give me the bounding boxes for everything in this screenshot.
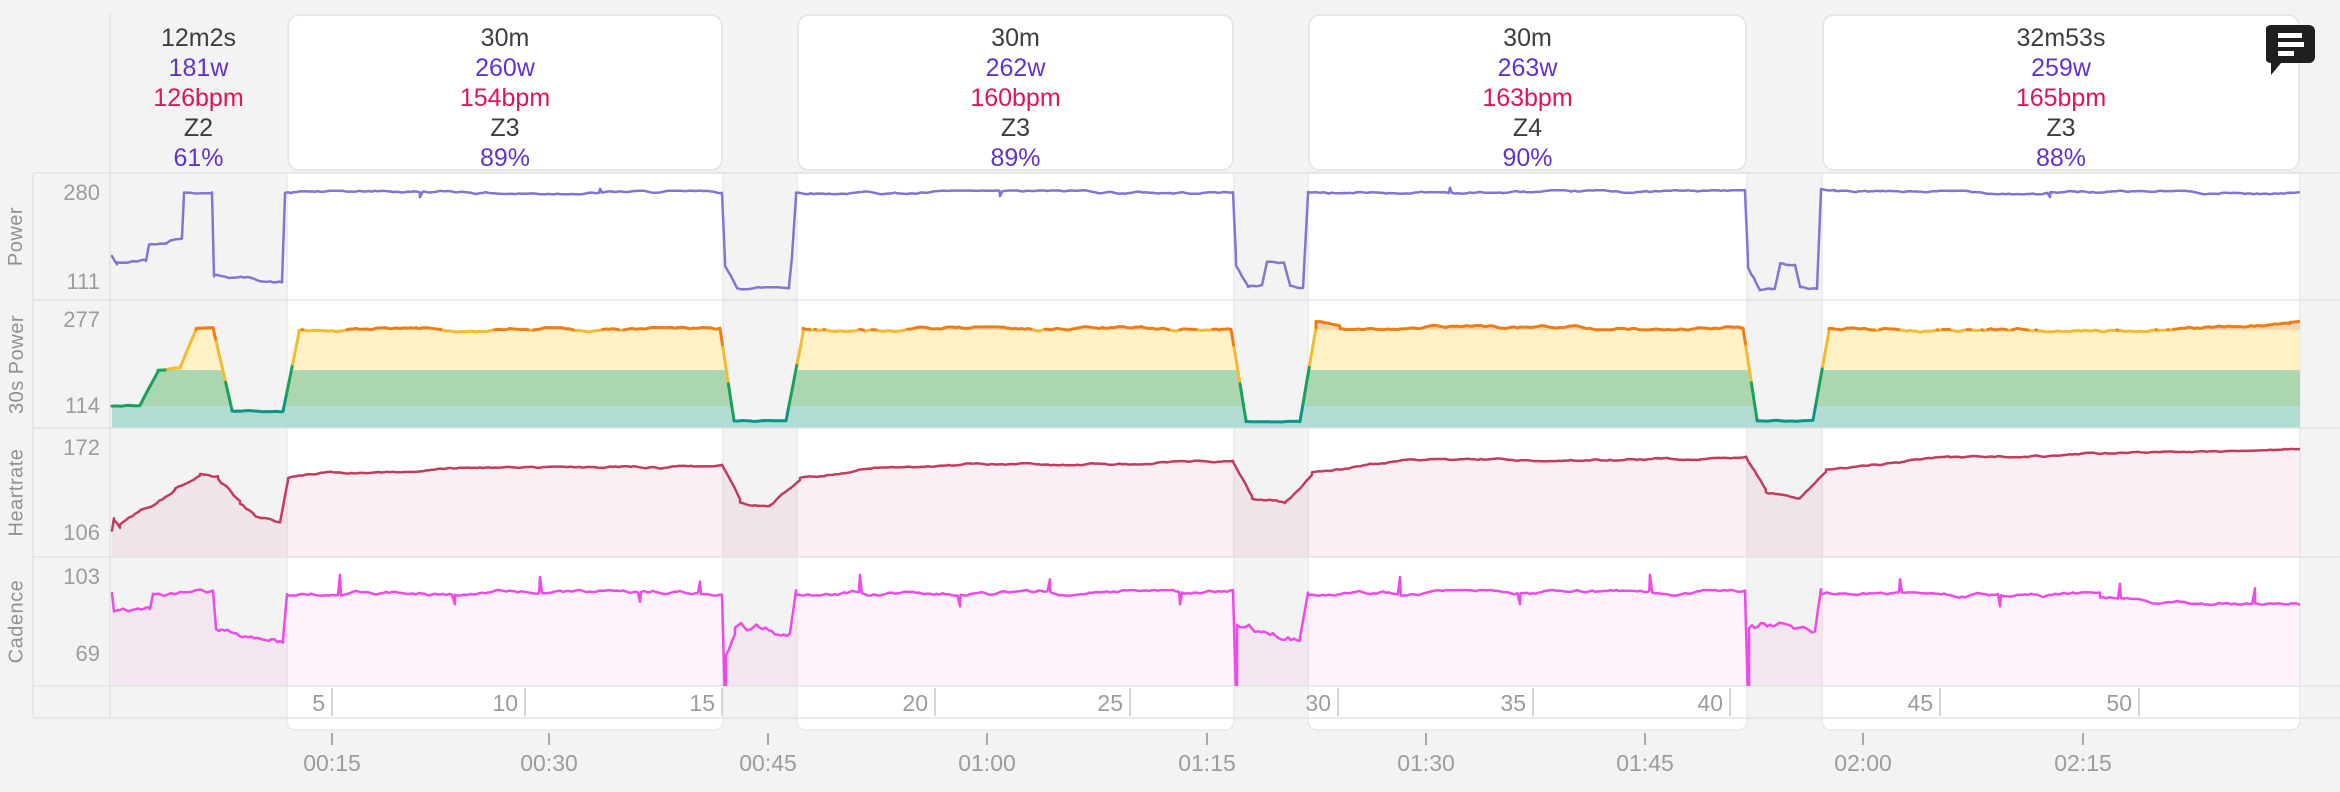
- distance-tick-label: 35: [1500, 690, 1526, 716]
- interval-pct: 89%: [990, 144, 1041, 172]
- interval-power: 259w: [2031, 54, 2091, 82]
- interval-duration: 12m2s: [160, 24, 237, 52]
- interval-pct: 90%: [1502, 144, 1553, 172]
- interval-zone: Z3: [490, 114, 520, 142]
- interval-power: 262w: [985, 54, 1046, 82]
- time-tick-label: 01:45: [1616, 750, 1674, 776]
- interval-hr: 126bpm: [153, 84, 244, 112]
- interval-duration: 32m53s: [2016, 24, 2106, 52]
- time-axis: 00:15 00:30 00:45 01:00 01:15 01:30 01:45 02:00…: [303, 733, 2112, 776]
- interval-pct: 89%: [479, 144, 531, 172]
- time-tick-label: 01:00: [958, 750, 1016, 776]
- interval-zone: Z2: [183, 114, 214, 142]
- time-tick-label: 00:45: [739, 750, 797, 776]
- distance-tick-label: 20: [902, 690, 928, 716]
- comment-line-2: [2278, 42, 2304, 47]
- time-tick-label: 01:15: [1178, 750, 1236, 776]
- interval-pct: 88%: [2035, 144, 2087, 172]
- distance-tick-label: 10: [492, 690, 518, 716]
- interval-duration: 30m: [991, 24, 1040, 52]
- interval-power: 181w: [168, 54, 229, 82]
- interval-hr: 165bpm: [2015, 84, 2107, 112]
- y-tick-label: 172: [63, 435, 100, 460]
- interval-zone: Z4: [1512, 114, 1543, 142]
- work-interval-column: [1821, 172, 2301, 731]
- comment-line-1: [2278, 33, 2302, 38]
- interval-hr: 163bpm: [1482, 84, 1573, 112]
- hr-trace: [110, 447, 2300, 532]
- interval-card[interactable]: 32m53s 259w 165bpm Z3 88%: [1822, 14, 2300, 172]
- comment-bubble-icon[interactable]: [2266, 24, 2316, 78]
- distance-tick-label: 50: [2106, 690, 2132, 716]
- interval-pct: 61%: [173, 144, 224, 172]
- distance-axis: 5 10 15 20 25 30 35 40 45 50: [312, 688, 2140, 716]
- distance-tick-label: 30: [1305, 690, 1331, 716]
- time-tick-label: 01:30: [1397, 750, 1455, 776]
- interval-card[interactable]: 30m 260w 154bpm Z3 89%: [287, 14, 723, 172]
- distance-tick-label: 40: [1697, 690, 1723, 716]
- distance-tick-label: 5: [312, 690, 325, 716]
- interval-card[interactable]: 30m 263w 163bpm Z4 90%: [1308, 14, 1747, 172]
- interval-card[interactable]: 30m 262w 160bpm Z3 89%: [797, 14, 1234, 172]
- p30-zone-bands: [112, 321, 2300, 428]
- distance-tick-label: 25: [1097, 690, 1123, 716]
- y-tick-label: 111: [66, 269, 100, 294]
- comment-line-3: [2278, 51, 2294, 56]
- grid-lines: [32, 13, 2340, 719]
- interval-power: 260w: [475, 54, 535, 82]
- interval-zone: Z3: [2046, 114, 2076, 142]
- cadence-trace: [110, 573, 2300, 686]
- time-tick-label: 02:00: [1834, 750, 1892, 776]
- p30-trace: [110, 319, 2300, 424]
- time-tick-label: 02:15: [2054, 750, 2112, 776]
- interval-zone: Z3: [1000, 114, 1031, 142]
- comment-bubble-shape: [2266, 25, 2315, 75]
- interval-duration: 30m: [1503, 24, 1552, 52]
- y-tick-label: 103: [63, 564, 100, 589]
- time-tick-label: 00:30: [520, 750, 578, 776]
- cadence-fill: [112, 574, 2300, 686]
- y-tick-label: 114: [64, 393, 100, 418]
- interval-card[interactable]: 12m2s 181w 126bpm Z2 61%: [110, 14, 287, 172]
- interval-hr: 154bpm: [459, 84, 551, 112]
- y-tick-label: 69: [75, 641, 100, 666]
- y-tick-label: 106: [63, 520, 100, 545]
- power-trace: [110, 186, 2300, 292]
- interval-hr: 160bpm: [970, 84, 1061, 112]
- interval-power: 263w: [1497, 54, 1558, 82]
- time-tick-label: 00:15: [303, 750, 361, 776]
- interval-duration: 30m: [480, 24, 530, 52]
- row-title-text: Power: [5, 206, 28, 267]
- y-tick-label: 277: [63, 307, 100, 332]
- distance-tick-label: 45: [1907, 690, 1933, 716]
- hr-fill: [112, 448, 2300, 557]
- distance-tick-label: 15: [689, 690, 715, 716]
- y-tick-label: 280: [63, 180, 100, 205]
